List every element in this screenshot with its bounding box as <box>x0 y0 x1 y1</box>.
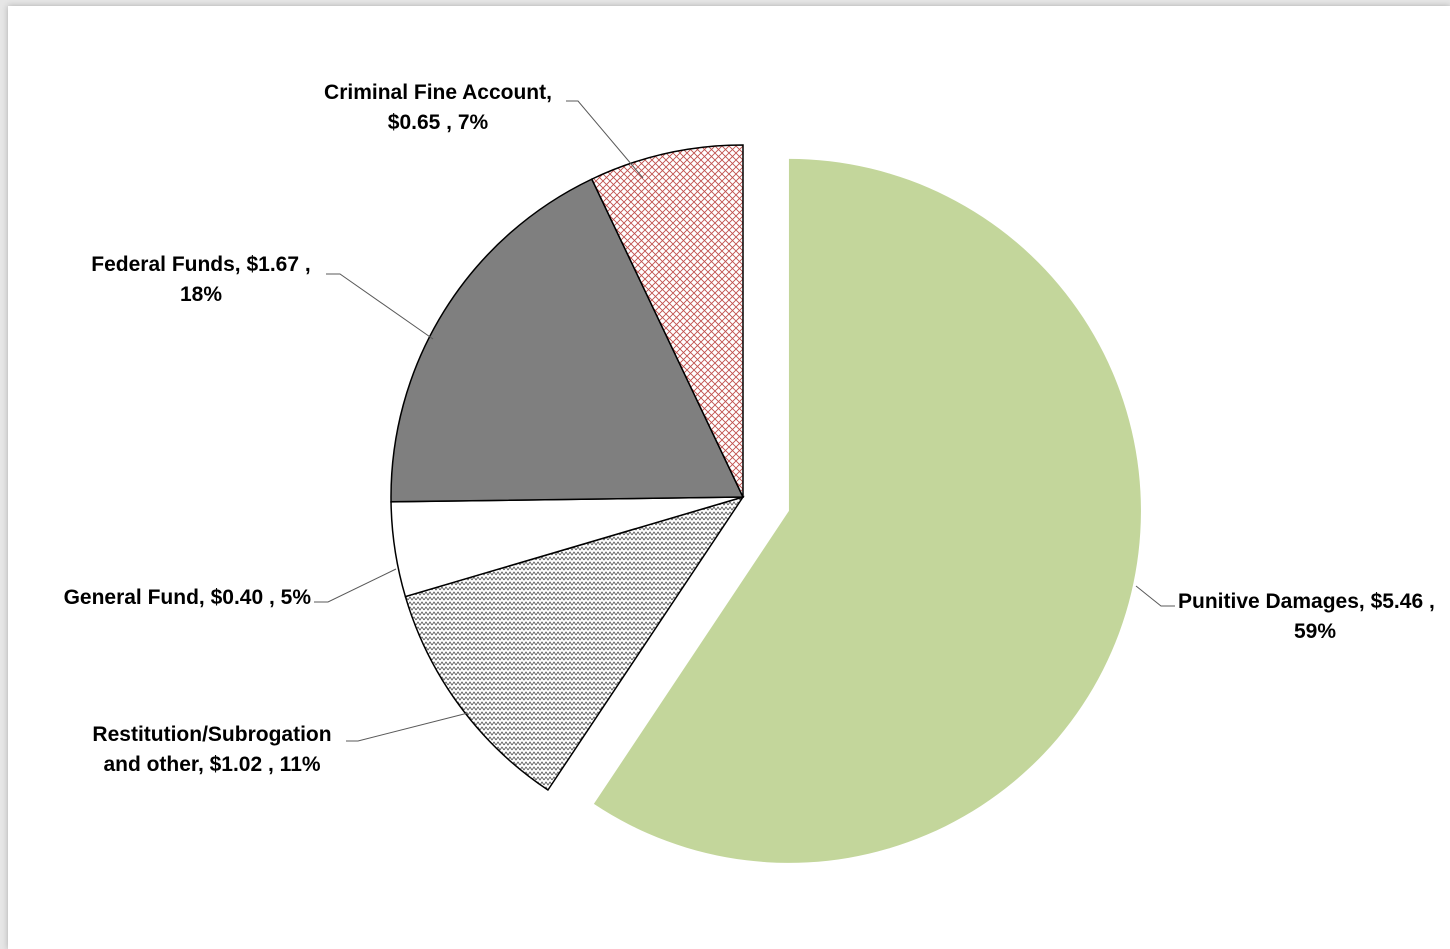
pie-slice-criminal-fine-account <box>590 144 744 498</box>
pie-slices <box>390 144 1141 863</box>
pie-slice-federal-funds <box>390 178 745 503</box>
leader-line-federal-funds <box>326 273 434 340</box>
leader-line-criminal-fine-account <box>566 100 644 179</box>
leader-line-punitive-damages <box>1135 585 1175 607</box>
data-label-line: 18% <box>180 283 222 306</box>
leader-line-restitution-subrogation <box>346 712 469 742</box>
data-label-restitution-subrogation: Restitution/Subrogation and other, $1.02 … <box>92 723 331 776</box>
data-label-line: 59% <box>1294 620 1336 643</box>
pie-chart: Criminal Fine Account, $0.65 , 7% Federal … <box>64 81 1435 863</box>
data-label-federal-funds: Federal Funds, $1.67 , 18% <box>91 253 310 306</box>
data-label-line: General Fund, $0.40 , 5% <box>64 586 312 609</box>
leader-line-general-fund <box>314 568 397 603</box>
data-label-general-fund: General Fund, $0.40 , 5% <box>64 586 312 609</box>
data-label-line: Federal Funds, $1.67 , <box>91 253 310 276</box>
data-label-line: Punitive Damages, $5.46 , <box>1178 590 1435 613</box>
chart-frame: Criminal Fine Account, $0.65 , 7% Federal … <box>8 6 1450 949</box>
pie-slice-punitive-damages <box>593 158 1141 863</box>
data-label-line: and other, $1.02 , 11% <box>103 753 320 776</box>
data-label-criminal-fine-account: Criminal Fine Account, $0.65 , 7% <box>324 81 552 134</box>
data-labels: Criminal Fine Account, $0.65 , 7% Federal … <box>64 81 1435 776</box>
data-label-line: Restitution/Subrogation <box>92 723 331 746</box>
data-label-line: $0.65 , 7% <box>388 111 489 134</box>
leader-lines <box>314 100 1175 742</box>
data-label-punitive-damages: Punitive Damages, $5.46 , 59% <box>1178 590 1435 643</box>
data-label-line: Criminal Fine Account, <box>324 81 552 104</box>
pie-slice-restitution-subrogation <box>404 495 745 792</box>
